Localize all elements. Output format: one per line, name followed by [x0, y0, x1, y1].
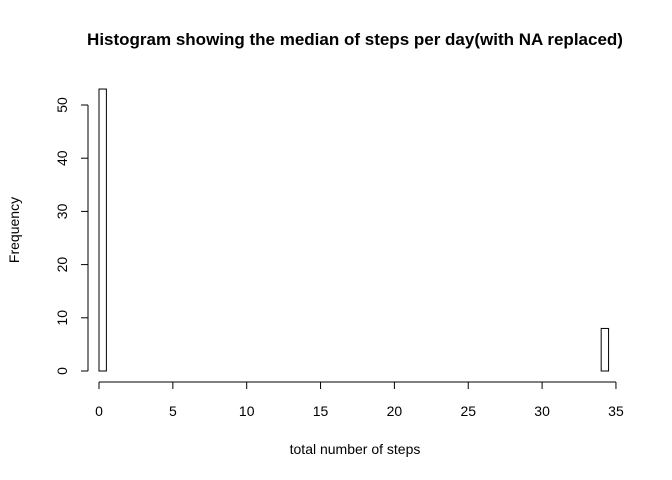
histogram-bar — [600, 327, 610, 372]
y-axis: 0 10 20 30 40 50 — [54, 97, 89, 375]
y-tick-label: 40 — [54, 150, 70, 166]
x-tick-label: 15 — [313, 403, 329, 419]
x-tick-label: 30 — [534, 403, 550, 419]
x-tick-label: 25 — [460, 403, 476, 419]
x-tick-label: 0 — [95, 403, 103, 419]
chart-title: Histogram showing the median of steps pe… — [87, 30, 623, 49]
x-axis-label: total number of steps — [289, 441, 421, 457]
histogram-bar — [98, 88, 107, 372]
x-tick-label: 10 — [239, 403, 255, 419]
x-tick-label: 5 — [169, 403, 177, 419]
x-tick-label: 20 — [387, 403, 403, 419]
y-tick-label: 50 — [54, 97, 70, 113]
histogram-bars — [98, 88, 610, 372]
y-tick-label: 30 — [54, 203, 70, 219]
y-tick-label: 10 — [54, 310, 70, 326]
y-tick-label: 0 — [54, 367, 70, 375]
y-tick-label: 20 — [54, 257, 70, 273]
x-tick-label: 35 — [608, 403, 624, 419]
x-axis: 0 5 10 15 20 25 30 35 — [95, 381, 624, 419]
